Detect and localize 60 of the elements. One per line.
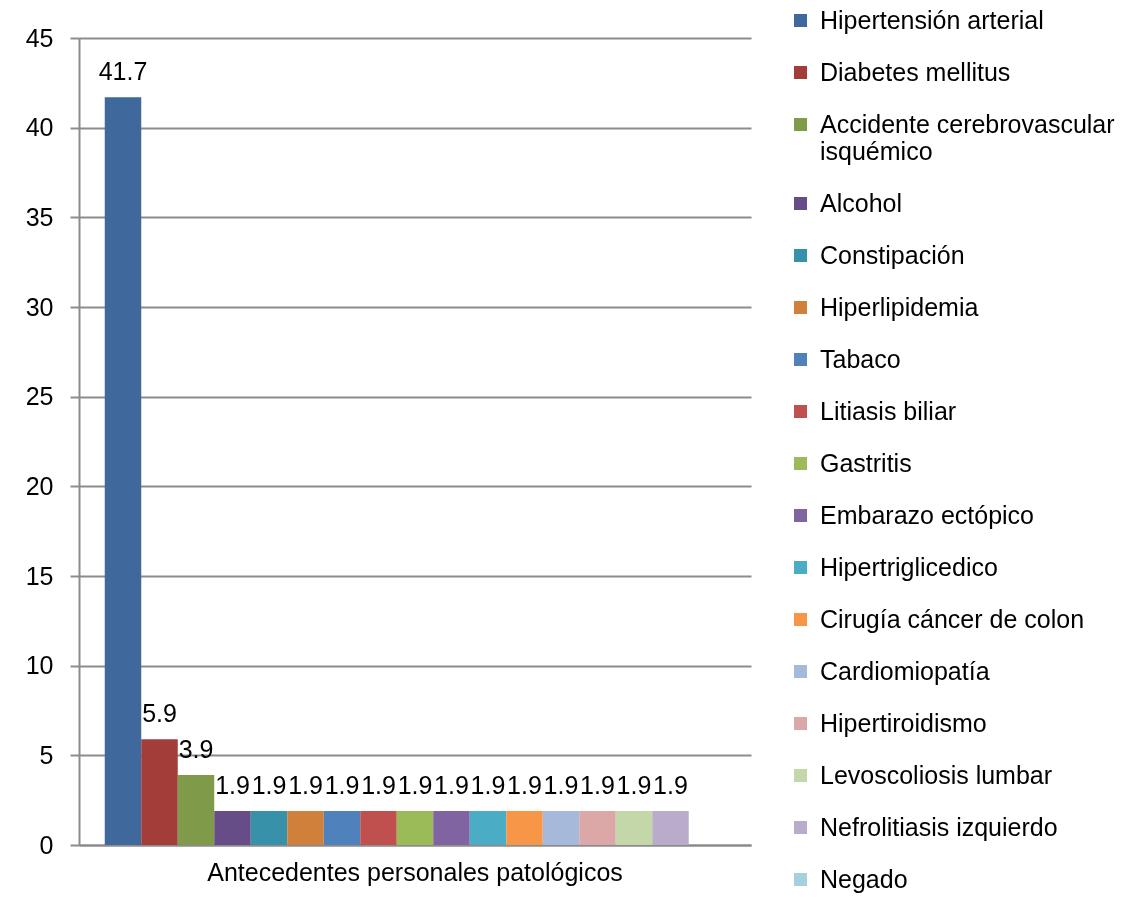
bar: [177, 775, 215, 845]
legend-label: Hipertiroidismo: [820, 708, 987, 737]
legend-label: Hiperlipidemia: [820, 292, 979, 321]
data-label: 1.9: [397, 770, 433, 799]
data-label: 3.9: [178, 735, 214, 764]
legend-label: Tabaco: [820, 344, 901, 373]
data-label: 1.9: [653, 770, 688, 799]
legend-label: Hipertensión arterial: [820, 5, 1044, 34]
y-tick-label: 5: [39, 740, 54, 769]
y-tick-label: 30: [25, 292, 54, 321]
data-label: 1.9: [434, 770, 469, 799]
legend-label: Hipertriglicedico: [820, 552, 998, 581]
y-tick-label: 20: [25, 471, 54, 500]
x-tick-label: Antecedentes personales patológicos: [207, 857, 623, 886]
bar: [214, 810, 251, 845]
legend-label: Negado: [820, 864, 908, 893]
legend-label: Nefrolitiasis izquierdo: [820, 812, 1058, 841]
y-tick-label: 15: [25, 561, 54, 590]
y-tick-label: 25: [25, 382, 54, 411]
legend-label: Gastritis: [820, 448, 912, 477]
bar: [433, 810, 470, 845]
y-tick-label: 0: [39, 830, 54, 859]
data-label: 41.7: [98, 57, 148, 86]
bar: [615, 810, 653, 845]
legend-label: Litiasis biliar: [820, 396, 957, 425]
y-tick-label: 35: [25, 202, 54, 231]
data-label: 1.9: [288, 770, 323, 799]
bar: [323, 810, 361, 845]
bar: [141, 739, 178, 845]
bar: [250, 810, 288, 845]
y-tick-label: 40: [25, 113, 54, 142]
legend-label: Levoscoliosis lumbar: [820, 760, 1053, 789]
bar: [396, 810, 434, 845]
legend-label: Constipación: [820, 240, 965, 269]
data-label: 1.9: [361, 770, 396, 799]
bar: [579, 810, 616, 845]
bar: [104, 97, 142, 845]
data-label: 1.9: [215, 770, 250, 799]
data-label: 1.9: [470, 770, 506, 799]
data-label: 1.9: [251, 770, 287, 799]
bar: [360, 810, 397, 845]
data-label: 1.9: [616, 770, 652, 799]
bar: [287, 810, 324, 845]
legend-label: Cirugía cáncer de colon: [820, 604, 1085, 633]
legend-label: Accidente cerebrovascular isquémico: [820, 109, 1115, 165]
bar: [506, 810, 543, 845]
legend-label: Embarazo ectópico: [820, 500, 1035, 529]
bar: [469, 810, 507, 845]
data-label: 1.9: [507, 770, 542, 799]
bar: [652, 810, 689, 845]
data-label: 1.9: [580, 770, 615, 799]
y-tick-label: 45: [25, 23, 54, 52]
data-label: 1.9: [324, 770, 360, 799]
legend-label: Diabetes mellitus: [820, 57, 1011, 86]
bar: [542, 810, 580, 845]
data-label: 1.9: [543, 770, 579, 799]
legend-label: Cardiomiopatía: [820, 656, 990, 685]
legend-label: Alcohol: [820, 188, 902, 217]
y-tick-label: 10: [25, 651, 54, 680]
data-label: 5.9: [142, 699, 177, 728]
